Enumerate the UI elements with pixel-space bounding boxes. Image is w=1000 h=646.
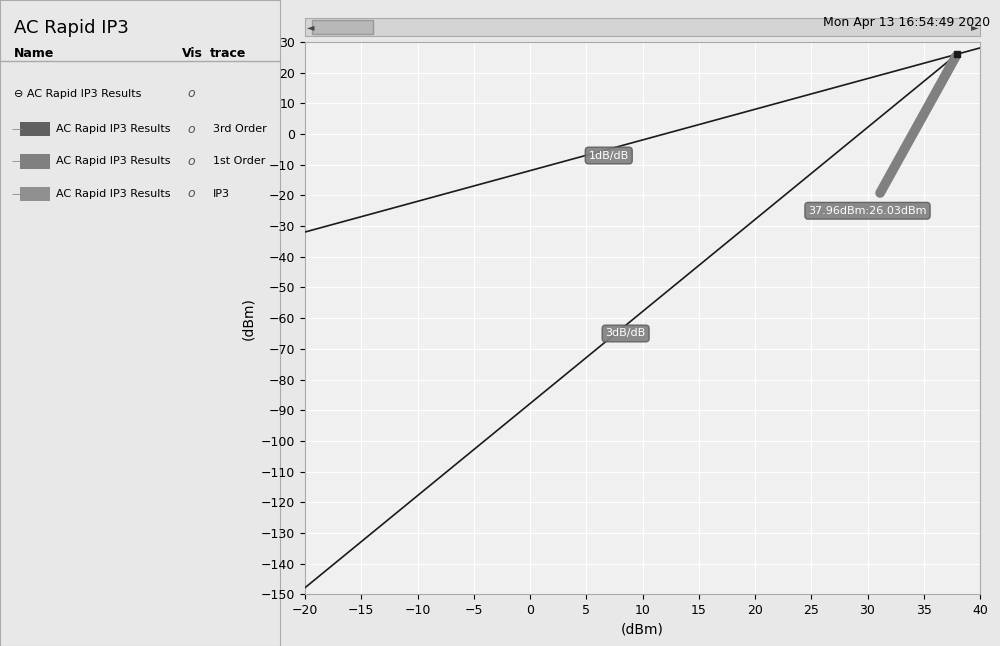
- FancyBboxPatch shape: [20, 187, 50, 201]
- Text: ⊖ AC Rapid IP3 Results: ⊖ AC Rapid IP3 Results: [14, 89, 141, 99]
- Y-axis label: (dBm): (dBm): [241, 297, 255, 340]
- Text: —: —: [11, 124, 22, 134]
- Text: ◄: ◄: [307, 22, 315, 32]
- Text: Name: Name: [14, 47, 54, 59]
- Text: —: —: [11, 189, 22, 199]
- Text: 1dB/dB: 1dB/dB: [589, 151, 629, 160]
- Text: AC Rapid IP3: AC Rapid IP3: [14, 19, 129, 37]
- Text: ►: ►: [970, 22, 978, 32]
- FancyBboxPatch shape: [20, 122, 50, 136]
- Text: o: o: [188, 187, 195, 200]
- Text: o: o: [188, 87, 195, 100]
- Text: AC Rapid IP3 Results: AC Rapid IP3 Results: [56, 156, 170, 167]
- X-axis label: (dBm): (dBm): [621, 623, 664, 636]
- Text: 1st Order: 1st Order: [213, 156, 265, 167]
- Text: 37.96dBm:26.03dBm: 37.96dBm:26.03dBm: [808, 206, 927, 216]
- Text: Vis: Vis: [182, 47, 203, 59]
- Text: o: o: [188, 123, 195, 136]
- Text: 3rd Order: 3rd Order: [213, 124, 267, 134]
- Text: AC Rapid IP3 Results: AC Rapid IP3 Results: [56, 189, 170, 199]
- Text: Mon Apr 13 16:54:49 2020: Mon Apr 13 16:54:49 2020: [823, 16, 990, 29]
- Text: o: o: [188, 155, 195, 168]
- Text: IP3: IP3: [213, 189, 230, 199]
- FancyBboxPatch shape: [20, 154, 50, 169]
- Text: AC Rapid IP3 Results: AC Rapid IP3 Results: [56, 124, 170, 134]
- Text: —: —: [11, 156, 22, 167]
- FancyBboxPatch shape: [312, 20, 372, 34]
- Text: 3dB/dB: 3dB/dB: [606, 329, 646, 339]
- Text: trace: trace: [210, 47, 246, 59]
